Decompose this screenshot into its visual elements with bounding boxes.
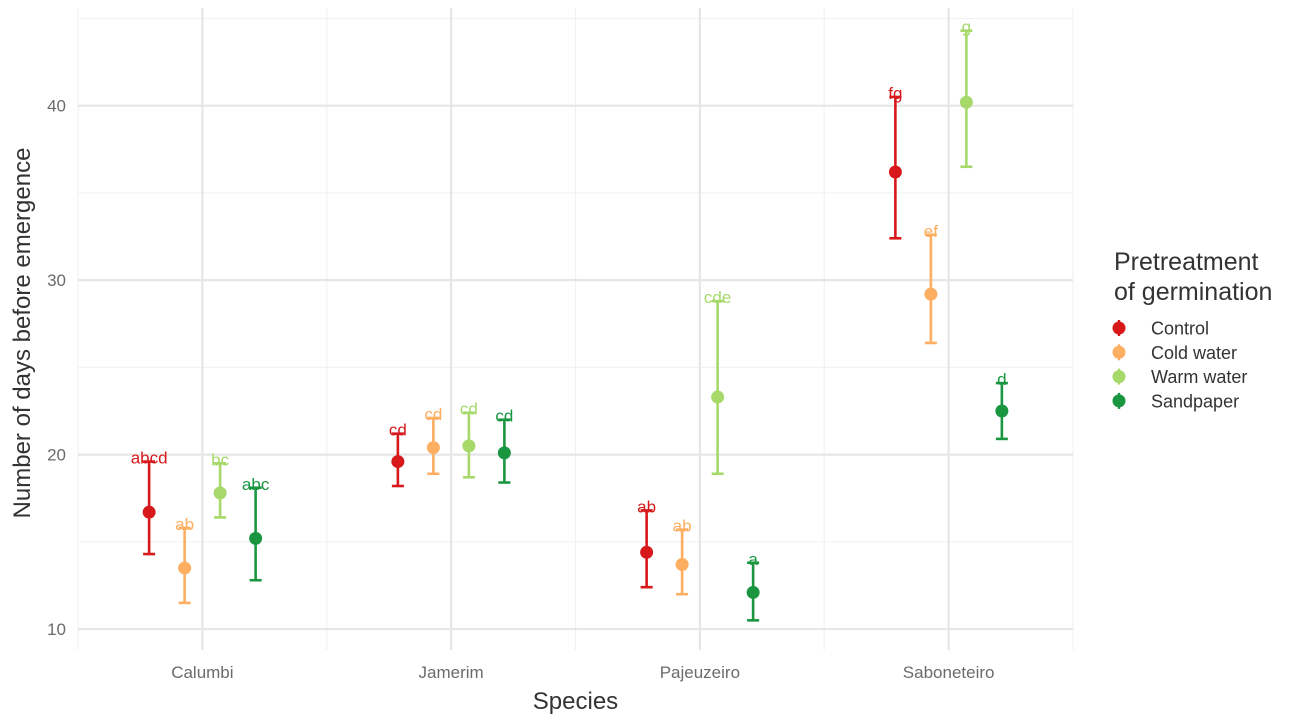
significance-label: abc (242, 475, 270, 494)
significance-label: ab (175, 515, 194, 534)
data-point-group: ef (924, 222, 938, 345)
legend-key-point (1112, 370, 1126, 384)
significance-label: cd (495, 407, 513, 426)
x-tick-label: Calumbi (171, 663, 233, 682)
data-point-group: bc (211, 450, 230, 519)
x-tick-label: Pajeuzeiro (660, 663, 740, 682)
significance-label: ab (637, 497, 656, 516)
y-tick-label: 30 (47, 271, 66, 290)
significance-label: g (962, 18, 971, 37)
data-point-group: ab (637, 497, 656, 589)
mean-point (497, 446, 511, 460)
x-tick-label: Jamerim (419, 663, 484, 682)
y-axis-title: Number of days before emergence (9, 148, 36, 519)
data-point-group: cde (704, 288, 731, 476)
mean-point (711, 390, 725, 404)
y-axis-ticks: 10 20 30 40 (47, 97, 66, 639)
mean-point (462, 439, 476, 453)
significance-label: fg (888, 84, 902, 103)
significance-label: cde (704, 288, 731, 307)
legend-title-line-2: of germination (1114, 278, 1272, 306)
mean-point (746, 585, 760, 599)
significance-label: ab (673, 517, 692, 536)
mean-point (924, 287, 938, 301)
legend-item: Cold water (1112, 343, 1237, 363)
mean-point (178, 561, 192, 575)
significance-label: ef (924, 222, 938, 241)
legend-label: Sandpaper (1151, 391, 1239, 411)
data-point-group: cd (389, 421, 407, 488)
mean-point (213, 486, 227, 500)
legend-key-point (1112, 345, 1126, 359)
x-axis-title: Species (533, 688, 618, 715)
significance-label: cd (424, 405, 442, 424)
legend-title-line-1: Pretreatment (1114, 248, 1259, 276)
data-point-group: g (959, 18, 973, 169)
grid-lines (77, 8, 1074, 650)
data-point-group: cd (424, 405, 442, 476)
legend-item: Warm water (1112, 367, 1247, 387)
y-tick-label: 40 (47, 97, 66, 116)
mean-point (426, 441, 440, 455)
legend: Pretreatment of germination Control Cold … (1112, 248, 1272, 411)
x-tick-label: Saboneteiro (903, 663, 995, 682)
legend-label: Warm water (1151, 367, 1247, 387)
data-point-group: cd (495, 407, 513, 484)
legend-items: Control Cold water Warm water Sandpaper (1112, 319, 1247, 411)
data-point-group: fg (888, 84, 902, 240)
y-tick-label: 10 (47, 620, 66, 639)
data-point-group: ab (175, 515, 194, 605)
mean-point (391, 455, 405, 469)
legend-item: Sandpaper (1112, 391, 1239, 411)
legend-key-point (1112, 394, 1126, 408)
mean-point (142, 505, 156, 519)
mean-point (249, 531, 263, 545)
legend-key-point (1112, 321, 1126, 335)
mean-point (995, 404, 1009, 418)
mean-point (888, 165, 902, 179)
x-axis-ticks: Calumbi Jamerim Pajeuzeiro Saboneteiro (171, 663, 994, 682)
y-tick-label: 20 (47, 446, 66, 465)
data-point-group: ab (673, 517, 692, 596)
data-point-group: cd (460, 400, 478, 479)
significance-label: d (997, 370, 1006, 389)
significance-label: a (748, 550, 758, 569)
significance-label: bc (211, 450, 229, 469)
legend-item: Control (1112, 319, 1209, 339)
data-point-group: d (995, 370, 1009, 441)
data-point-group: abcd (131, 449, 168, 556)
significance-label: abcd (131, 449, 168, 468)
mean-point (675, 558, 689, 572)
data-point-group: abc (242, 475, 270, 582)
mean-point (959, 95, 973, 109)
mean-point (640, 545, 654, 559)
significance-label: cd (389, 421, 407, 440)
significance-label: cd (460, 400, 478, 419)
legend-label: Cold water (1151, 343, 1237, 363)
data-point-group: a (746, 550, 760, 622)
legend-label: Control (1151, 319, 1209, 339)
